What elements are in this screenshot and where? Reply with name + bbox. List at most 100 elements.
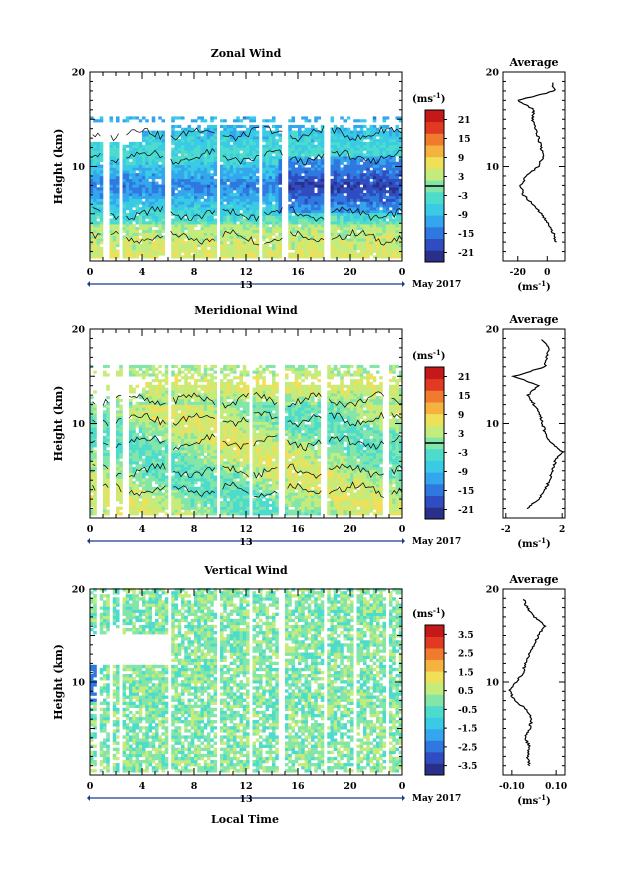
- heatmap-cell: [317, 164, 322, 168]
- heatmap-cell: [119, 461, 123, 465]
- heatmap-cell: [171, 481, 175, 485]
- heatmap-cell: [242, 235, 247, 239]
- heatmap-cell: [177, 421, 182, 425]
- heatmap-cell: [210, 178, 214, 182]
- heatmap-cell: [96, 158, 101, 163]
- heatmap-cell: [184, 161, 188, 165]
- heatmap-cell: [96, 198, 101, 202]
- heatmap-cell: [145, 500, 149, 505]
- heatmap-cell: [138, 452, 143, 456]
- heatmap-cell: [103, 483, 107, 488]
- heatmap-cell: [171, 235, 175, 239]
- heatmap-cell: [307, 190, 312, 194]
- heatmap-cell: [337, 170, 341, 174]
- heatmap-cell: [99, 187, 104, 191]
- heatmap-cell: [174, 438, 179, 442]
- heatmap-cell: [246, 187, 250, 191]
- heatmap-cell: [171, 384, 175, 388]
- heatmap-cell: [226, 178, 231, 182]
- heatmap-cell: [161, 410, 166, 414]
- heatmap-cell: [158, 495, 162, 499]
- heatmap-cell: [174, 175, 179, 180]
- heatmap-cell: [197, 218, 201, 222]
- heatmap-cell: [291, 209, 296, 214]
- heatmap-cell: [346, 246, 351, 250]
- heatmap-cell: [151, 407, 156, 411]
- heatmap-cell: [177, 455, 182, 459]
- heatmap-cell: [177, 150, 182, 154]
- heatmap-cell: [197, 164, 201, 168]
- heatmap-cell: [350, 136, 354, 140]
- heatmap-cell: [353, 207, 357, 211]
- heatmap-cell: [203, 167, 208, 171]
- heatmap-cell: [359, 218, 364, 222]
- heatmap-cell: [246, 241, 250, 245]
- heatmap-cell: [223, 221, 227, 225]
- heatmap-cell: [138, 489, 143, 493]
- heatmap-cell: [125, 252, 130, 256]
- heatmap-cell: [298, 178, 302, 182]
- heatmap-cell: [148, 367, 153, 371]
- heatmap-cell: [197, 235, 201, 239]
- heatmap-cell: [301, 181, 305, 185]
- heatmap-cell: [171, 221, 175, 225]
- heatmap-cell: [307, 161, 312, 165]
- heatmap-cell: [174, 483, 179, 488]
- heatmap-cell: [272, 156, 276, 160]
- heatmap-cell: [213, 167, 218, 171]
- heatmap-cell: [223, 195, 227, 199]
- heatmap-cell: [207, 221, 211, 225]
- heatmap-cell: [337, 178, 341, 182]
- heatmap-cell: [155, 201, 159, 205]
- heatmap-cell: [389, 187, 393, 191]
- heatmap-cell: [207, 178, 211, 182]
- heatmap-cell: [369, 235, 374, 239]
- heatmap-cell: [99, 170, 104, 174]
- heatmap-cell: [385, 226, 390, 231]
- heatmap-cell: [207, 207, 211, 211]
- heatmap-cell: [122, 218, 127, 222]
- heatmap-cell: [246, 252, 250, 256]
- heatmap-cell: [135, 509, 140, 513]
- heatmap-cell: [389, 255, 393, 259]
- heatmap-cell: [272, 184, 276, 188]
- heatmap-cell: [350, 198, 354, 202]
- heatmap-cell: [226, 204, 231, 208]
- heatmap-cell: [314, 170, 318, 174]
- heatmap-cell: [142, 464, 146, 468]
- heatmap-cell: [229, 133, 234, 137]
- heatmap-cell: [155, 249, 159, 253]
- heatmap-cell: [356, 204, 361, 208]
- heatmap-cell: [132, 455, 136, 459]
- heatmap-cell: [392, 252, 396, 256]
- heatmap-cell: [363, 175, 367, 180]
- heatmap-cell: [184, 500, 188, 505]
- heatmap-cell: [298, 136, 302, 140]
- heatmap-cell: [369, 187, 374, 191]
- heatmap-cell: [190, 204, 195, 208]
- heatmap-cell: [242, 249, 247, 253]
- heatmap-cell: [353, 224, 357, 228]
- heatmap-cell: [132, 424, 136, 428]
- heatmap-cell: [158, 393, 162, 397]
- heatmap-cell: [138, 195, 143, 199]
- heatmap-cell: [151, 173, 156, 177]
- heatmap-cell: [106, 387, 110, 391]
- heatmap-cell: [223, 235, 227, 239]
- heatmap-cell: [395, 243, 400, 248]
- heatmap-cell: [93, 226, 97, 231]
- heatmap-cell: [135, 500, 140, 505]
- heatmap-cell: [90, 469, 94, 473]
- heatmap-cell: [90, 407, 94, 411]
- heatmap-cell: [145, 252, 149, 256]
- heatmap-cell: [181, 127, 185, 131]
- heatmap-cell: [291, 164, 296, 168]
- heatmap-cell: [190, 215, 195, 219]
- heatmap-cell: [359, 124, 364, 129]
- heatmap-cell: [246, 133, 250, 137]
- heatmap-cell: [220, 130, 224, 134]
- heatmap-cell: [207, 204, 211, 208]
- contour-line: [92, 125, 403, 143]
- heatmap-cell: [363, 141, 367, 146]
- heatmap-cell: [151, 396, 156, 400]
